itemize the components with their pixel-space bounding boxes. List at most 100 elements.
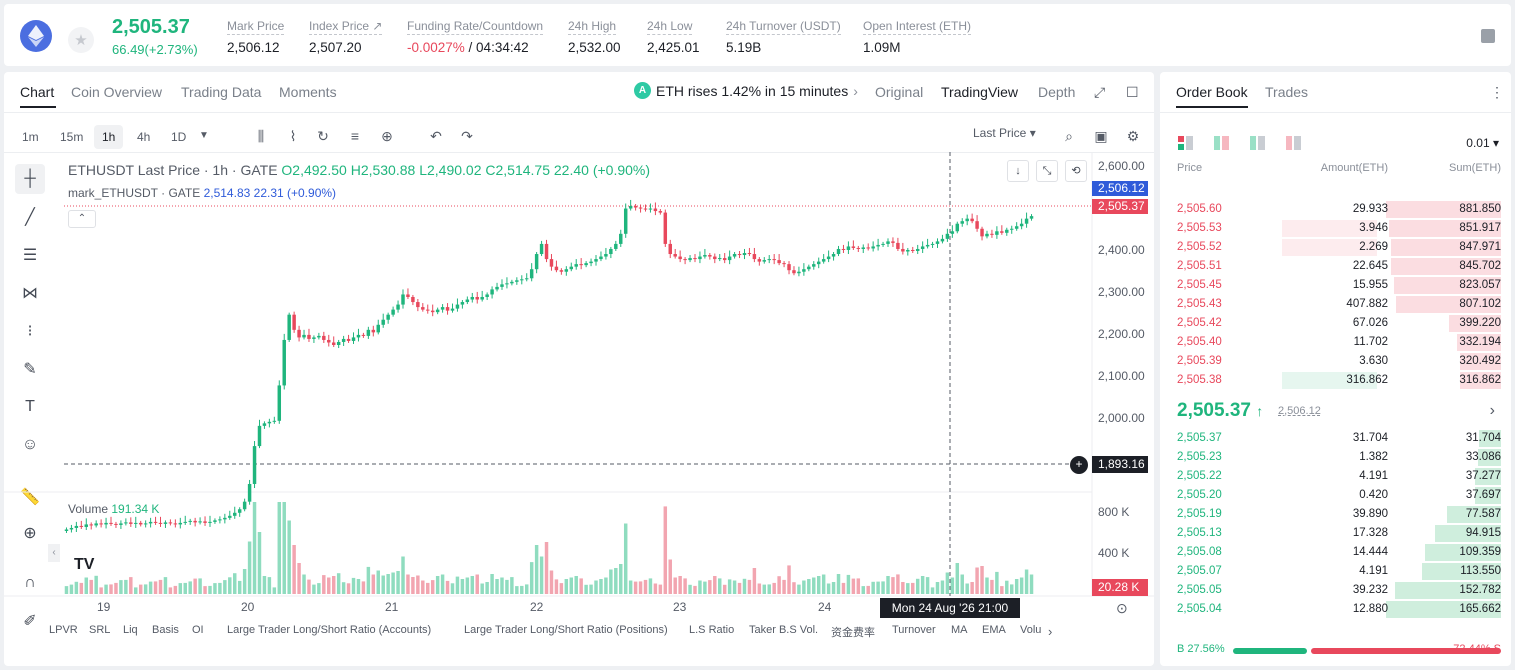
bid-row[interactable]: 2,505.04 12.880 165.662 xyxy=(1160,600,1511,619)
book-icon[interactable] xyxy=(1481,29,1495,43)
bid-row[interactable]: 2,505.37 31.704 31.704 xyxy=(1160,429,1511,448)
more-menu-icon[interactable]: ⋮ xyxy=(1490,84,1504,100)
settings-gear-icon[interactable]: ⚙ xyxy=(1126,128,1140,144)
bid-row[interactable]: 2,505.13 17.328 94.915 xyxy=(1160,524,1511,543)
magnet-tool-icon[interactable]: ∩ xyxy=(24,574,36,591)
templates-icon[interactable]: ≡ xyxy=(350,128,360,144)
indicator-lpvr[interactable]: LPVR xyxy=(49,624,78,636)
window-icon[interactable]: ☐ xyxy=(1126,84,1139,100)
ruler-tool-icon[interactable]: 📏 xyxy=(20,489,40,506)
time-settings-icon[interactable]: ⊙ xyxy=(1116,600,1128,616)
indicator-oi[interactable]: OI xyxy=(192,624,204,636)
view-asks-icon[interactable] xyxy=(1285,135,1303,151)
ask-row[interactable]: 2,505.60 29.933 881.850 xyxy=(1160,200,1511,219)
search-icon[interactable]: ⌕ xyxy=(1065,128,1073,144)
tab-trades[interactable]: Trades xyxy=(1265,84,1309,100)
view-original[interactable]: Original xyxy=(875,84,924,100)
indicator-basis[interactable]: Basis xyxy=(152,624,179,636)
bid-row[interactable]: 2,505.07 4.191 113.550 xyxy=(1160,562,1511,581)
text-tool-icon[interactable]: T xyxy=(25,398,35,415)
crosshair-tool-icon[interactable]: ┼ xyxy=(15,164,45,194)
timeframe-1m[interactable]: 1m xyxy=(22,130,39,144)
view-bids-icon[interactable] xyxy=(1249,135,1267,151)
reset-icon[interactable]: ⟲ xyxy=(1065,160,1087,182)
collapse-icon[interactable]: ⤡ xyxy=(1036,160,1058,182)
tab-order-book[interactable]: Order Book xyxy=(1176,84,1248,100)
tab-chart[interactable]: Chart xyxy=(20,84,55,100)
scroll-down-icon[interactable]: ↓ xyxy=(1007,160,1029,182)
chevron-right-icon[interactable]: › xyxy=(1048,624,1053,639)
timeframe-4h[interactable]: 4h xyxy=(137,130,151,144)
indicator-ls-positions[interactable]: Large Trader Long/Short Ratio (Positions… xyxy=(464,624,668,636)
candle-type-icon[interactable]: ⫼ xyxy=(257,128,265,144)
timeframe-15m[interactable]: 15m xyxy=(60,130,84,144)
ai-alert-banner[interactable]: A ETH rises 1.42% in 15 minutes › xyxy=(634,82,858,99)
price-chart[interactable] xyxy=(4,72,1154,666)
bid-row[interactable]: 2,505.23 1.382 33.086 xyxy=(1160,448,1511,467)
collapse-legend-button[interactable]: ⌃ xyxy=(68,210,96,228)
indicator-turnover[interactable]: Turnover xyxy=(892,624,936,636)
timeframe-1d[interactable]: 1D xyxy=(171,130,187,144)
pattern-tool-icon[interactable]: ⋈ xyxy=(22,285,38,302)
sum-cell: 399.220 xyxy=(1459,317,1501,329)
view-mixed-icon[interactable] xyxy=(1213,135,1231,151)
add-alert-icon[interactable]: + xyxy=(1070,456,1088,474)
price-type-select[interactable]: Last Price ▾ xyxy=(973,126,1036,140)
stat-index-price[interactable]: Index Price ↗ 2,507.20 xyxy=(309,19,383,55)
ask-row[interactable]: 2,505.52 2.269 847.971 xyxy=(1160,238,1511,257)
indicator-ma[interactable]: MA xyxy=(951,624,968,636)
sum-cell: 152.782 xyxy=(1459,584,1501,596)
brush-tool-icon[interactable]: ✎ xyxy=(23,361,37,378)
tab-trading-data[interactable]: Trading Data xyxy=(181,84,262,100)
expand-icon[interactable]: ⤢ xyxy=(1094,84,1106,100)
sum-cell: 37.697 xyxy=(1465,489,1501,501)
undo-icon[interactable]: ↶ xyxy=(430,128,442,144)
ask-row[interactable]: 2,505.38 316.862 316.862 xyxy=(1160,371,1511,390)
indicator-ls-accounts[interactable]: Large Trader Long/Short Ratio (Accounts) xyxy=(227,624,432,636)
indicator-ema[interactable]: EMA xyxy=(982,624,1006,636)
bid-row[interactable]: 2,505.08 14.444 109.359 xyxy=(1160,543,1511,562)
tab-moments[interactable]: Moments xyxy=(279,84,337,100)
pencil-lock-icon[interactable]: ✐ xyxy=(23,613,37,630)
bid-row[interactable]: 2,505.05 39.232 152.782 xyxy=(1160,581,1511,600)
add-icon[interactable]: ⊕ xyxy=(381,128,393,144)
view-both-icon[interactable] xyxy=(1177,135,1195,151)
redo-icon[interactable]: ↷ xyxy=(461,128,473,144)
chevron-right-icon[interactable]: › xyxy=(1489,402,1495,419)
favorite-star-icon[interactable]: ★ xyxy=(68,27,94,53)
indicator-srl[interactable]: SRL xyxy=(89,624,111,636)
ask-row[interactable]: 2,505.42 67.026 399.220 xyxy=(1160,314,1511,333)
bid-row[interactable]: 2,505.22 4.191 37.277 xyxy=(1160,467,1511,486)
ask-row[interactable]: 2,505.45 15.955 823.057 xyxy=(1160,276,1511,295)
fib-tool-icon[interactable]: ☰ xyxy=(22,247,38,264)
ask-row[interactable]: 2,505.39 3.630 320.492 xyxy=(1160,352,1511,371)
ask-row[interactable]: 2,505.40 11.702 332.194 xyxy=(1160,333,1511,352)
indicator-ls-ratio[interactable]: L.S Ratio xyxy=(689,624,735,636)
side-collapse-icon[interactable]: ‹ xyxy=(48,544,60,562)
view-depth[interactable]: Depth xyxy=(1038,84,1076,100)
indicator-liq[interactable]: Liq xyxy=(123,624,138,636)
indicator-taker-vol[interactable]: Taker B.S Vol. xyxy=(749,624,819,636)
zoom-tool-icon[interactable]: ⊕ xyxy=(23,525,37,542)
ask-row[interactable]: 2,505.51 22.645 845.702 xyxy=(1160,257,1511,276)
ask-row[interactable]: 2,505.53 3.946 851.917 xyxy=(1160,219,1511,238)
trendline-tool-icon[interactable]: ╱ xyxy=(25,209,35,226)
chart-panel: Chart Coin Overview Trading Data Moments… xyxy=(4,72,1154,666)
bid-row[interactable]: 2,505.20 0.420 37.697 xyxy=(1160,486,1511,505)
candle-body xyxy=(158,522,163,524)
price-cell: 2,505.53 xyxy=(1177,222,1222,234)
indicator-volume[interactable]: Volu xyxy=(1020,624,1042,636)
dropdown-caret-icon[interactable]: ▼ xyxy=(199,130,209,141)
indicators-icon[interactable]: ⌇ xyxy=(289,128,297,144)
precision-select[interactable]: 0.01 ▾ xyxy=(1466,136,1499,150)
ask-row[interactable]: 2,505.43 407.882 807.102 xyxy=(1160,295,1511,314)
view-tradingview[interactable]: TradingView xyxy=(941,84,1019,100)
tab-coin-overview[interactable]: Coin Overview xyxy=(71,84,163,100)
timeframe-1h[interactable]: 1h xyxy=(94,125,124,149)
refresh-icon[interactable]: ↻ xyxy=(317,128,329,144)
emoji-tool-icon[interactable]: ☺ xyxy=(21,436,39,453)
projection-tool-icon[interactable]: ⁝ xyxy=(27,323,33,340)
indicator-funding[interactable]: 资金费率 xyxy=(831,627,875,639)
bid-row[interactable]: 2,505.19 39.890 77.587 xyxy=(1160,505,1511,524)
camera-icon[interactable]: ▣ xyxy=(1094,128,1108,144)
